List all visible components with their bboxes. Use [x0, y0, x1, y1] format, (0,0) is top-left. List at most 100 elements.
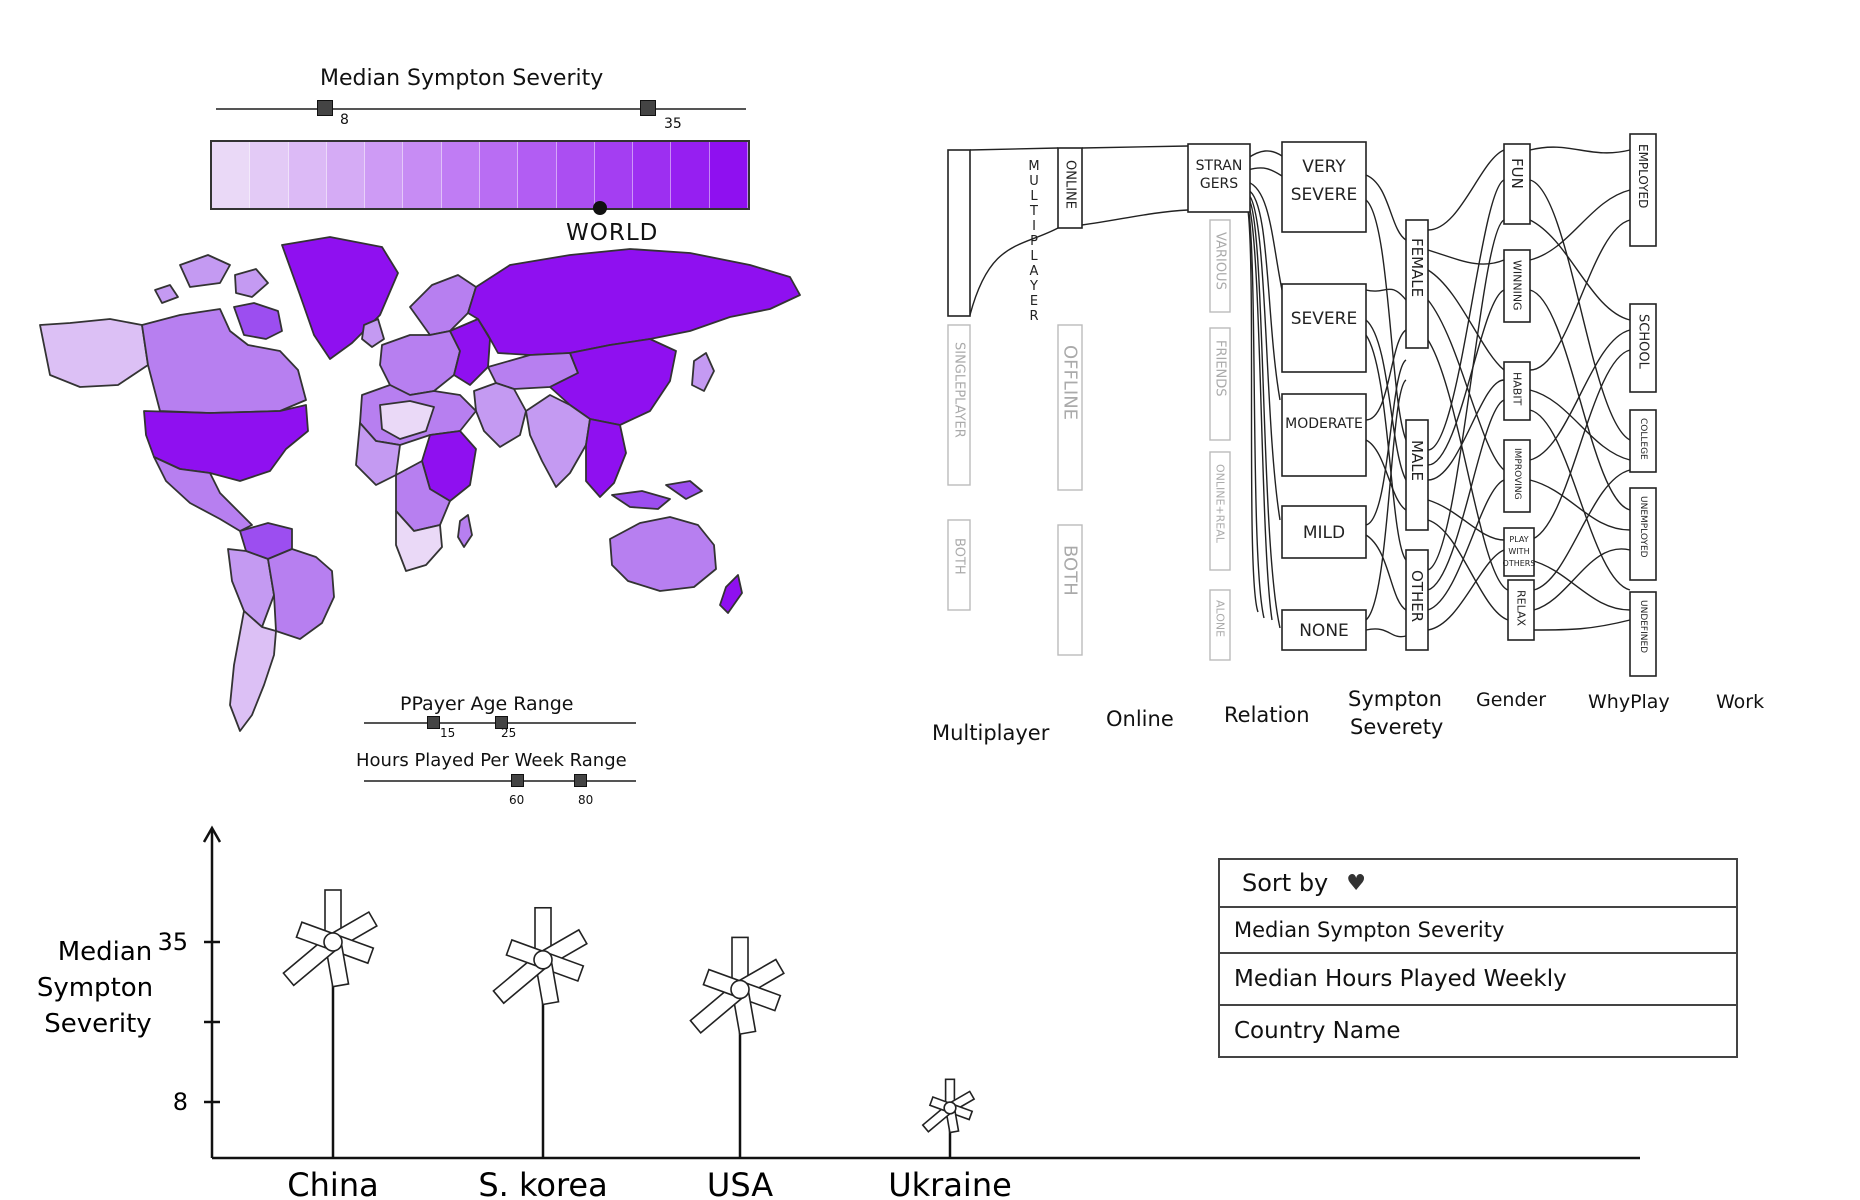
- node-unemployed-label: UNEMPLOYED: [1638, 496, 1648, 558]
- map-region-australia[interactable]: [609, 516, 717, 592]
- flow-strangers-none: [1247, 197, 1281, 629]
- severity-slider-max-handle[interactable]: [640, 100, 656, 116]
- node-employed[interactable]: [1629, 133, 1657, 247]
- flow-habit-undefined: [1529, 409, 1631, 591]
- node-strangers-label-2: GERS: [1200, 176, 1238, 192]
- node-online-label: ONLINE: [1063, 160, 1078, 209]
- node-play-with-others-label-1: PLAY: [1509, 535, 1528, 544]
- node-unemployed[interactable]: [1629, 487, 1657, 581]
- node-play-with-others[interactable]: [1503, 527, 1535, 577]
- map-region-hudson[interactable]: [233, 302, 283, 340]
- node-college[interactable]: [1629, 409, 1657, 473]
- sort-dropdown-header[interactable]: Sort by ♥: [1220, 860, 1736, 908]
- x-category-label: S. korea: [478, 1166, 607, 1200]
- colorbar-cell: [518, 142, 557, 208]
- node-mild[interactable]: [1281, 505, 1367, 559]
- flow-s-female: [1365, 288, 1407, 301]
- hours-slider-min-handle[interactable]: [511, 774, 524, 787]
- node-online-irl[interactable]: [1209, 451, 1231, 571]
- age-slider-min-handle[interactable]: [427, 716, 440, 729]
- colorbar-cell: [326, 142, 366, 208]
- map-region-sahara[interactable]: [379, 400, 435, 440]
- node-fun-label: FUN: [1508, 158, 1526, 189]
- sort-option-country-name[interactable]: Country Name: [1220, 1006, 1736, 1056]
- map-region-southern-africa[interactable]: [395, 510, 443, 572]
- age-slider-title: PPayer Age Range: [400, 693, 574, 715]
- node-very-severe[interactable]: [1281, 141, 1367, 233]
- chart-ylabel-line-3: Severity: [44, 1009, 151, 1039]
- age-slider-max-handle[interactable]: [495, 716, 508, 729]
- node-both-b[interactable]: [1057, 524, 1083, 656]
- map-region-indonesia-2[interactable]: [665, 480, 703, 500]
- node-improving-label: IMPROVING: [1512, 448, 1522, 500]
- node-winning[interactable]: [1503, 249, 1531, 323]
- node-male[interactable]: [1405, 419, 1429, 531]
- node-female[interactable]: [1405, 219, 1429, 349]
- map-region-china[interactable]: [549, 338, 677, 426]
- node-both-a[interactable]: [947, 519, 971, 611]
- severity-slider-min-handle[interactable]: [317, 100, 333, 116]
- node-online[interactable]: [1057, 147, 1083, 229]
- map-region-se-asia[interactable]: [585, 418, 627, 498]
- map-region-new-zealand[interactable]: [719, 574, 743, 614]
- node-multiplayer[interactable]: [947, 149, 971, 317]
- x-category-label: Ukraine: [888, 1166, 1012, 1200]
- flower-mark-china[interactable]: [282, 889, 378, 1158]
- sort-option-median-hours[interactable]: Median Hours Played Weekly: [1220, 954, 1736, 1006]
- x-category-label: USA: [707, 1166, 773, 1200]
- node-strangers[interactable]: [1187, 143, 1251, 213]
- severity-slider-track[interactable]: [216, 108, 746, 110]
- node-friends[interactable]: [1209, 327, 1231, 441]
- flow-m-fun: [1427, 179, 1505, 451]
- node-school[interactable]: [1629, 303, 1657, 393]
- map-region-madagascar[interactable]: [457, 514, 473, 548]
- node-habit[interactable]: [1503, 361, 1531, 421]
- node-mild-label: MILD: [1303, 523, 1345, 543]
- map-region-arctic-islands-2[interactable]: [234, 268, 269, 298]
- axis-label-online: Online: [1106, 707, 1174, 731]
- map-region-argentina[interactable]: [229, 610, 277, 732]
- node-severe[interactable]: [1281, 283, 1367, 373]
- map-region-uk[interactable]: [361, 318, 385, 348]
- node-undefined[interactable]: [1629, 591, 1657, 677]
- map-region-brazil[interactable]: [267, 548, 335, 640]
- flower-mark-ukraine[interactable]: [921, 1078, 976, 1158]
- parallel-sets-diagram: MULTIPLAYER SINGLEPLAYER BOTH ONLINE OFF…: [920, 133, 1764, 745]
- colorbar-cell: [479, 142, 519, 208]
- hours-slider-track[interactable]: [364, 780, 636, 782]
- node-habit-label: HABIT: [1511, 372, 1524, 406]
- node-various[interactable]: [1209, 219, 1231, 313]
- node-none[interactable]: [1281, 609, 1367, 651]
- map-region-mexico[interactable]: [153, 456, 253, 532]
- map-region-russia[interactable]: [467, 248, 801, 356]
- world-map[interactable]: [30, 235, 910, 755]
- hours-slider-max-handle[interactable]: [574, 774, 587, 787]
- sort-option-label: Country Name: [1234, 1018, 1401, 1044]
- map-region-japan[interactable]: [691, 352, 715, 392]
- flow-m-relax: [1427, 519, 1509, 621]
- flow-m-male: [1365, 439, 1407, 511]
- node-fun[interactable]: [1503, 143, 1531, 225]
- flower-mark-usa[interactable]: [689, 936, 785, 1158]
- map-region-alaska[interactable]: [39, 318, 149, 388]
- node-play-with-others-label-3: OTHERS: [1503, 559, 1536, 568]
- node-singleplayer[interactable]: [947, 324, 971, 486]
- node-improving[interactable]: [1503, 439, 1531, 513]
- flow-relax-unemployed: [1533, 548, 1631, 611]
- node-other[interactable]: [1405, 549, 1429, 651]
- map-region-middle-east[interactable]: [473, 382, 527, 448]
- map-region-arctic-islands[interactable]: [179, 254, 231, 288]
- flower-mark-s-korea[interactable]: [492, 906, 588, 1158]
- world-marker[interactable]: [593, 201, 607, 215]
- flow-strangers-moderate: [1247, 189, 1281, 401]
- sort-option-median-severity[interactable]: Median Sympton Severity: [1220, 908, 1736, 954]
- map-region-arctic-islet[interactable]: [154, 284, 179, 304]
- node-moderate[interactable]: [1281, 393, 1367, 477]
- node-offline[interactable]: [1057, 324, 1083, 491]
- node-alone[interactable]: [1209, 589, 1231, 661]
- node-relax[interactable]: [1507, 579, 1535, 641]
- severity-colorbar: [210, 140, 750, 210]
- map-region-india[interactable]: [525, 394, 591, 488]
- map-region-indonesia[interactable]: [611, 490, 671, 510]
- map-region-peru[interactable]: [227, 548, 275, 628]
